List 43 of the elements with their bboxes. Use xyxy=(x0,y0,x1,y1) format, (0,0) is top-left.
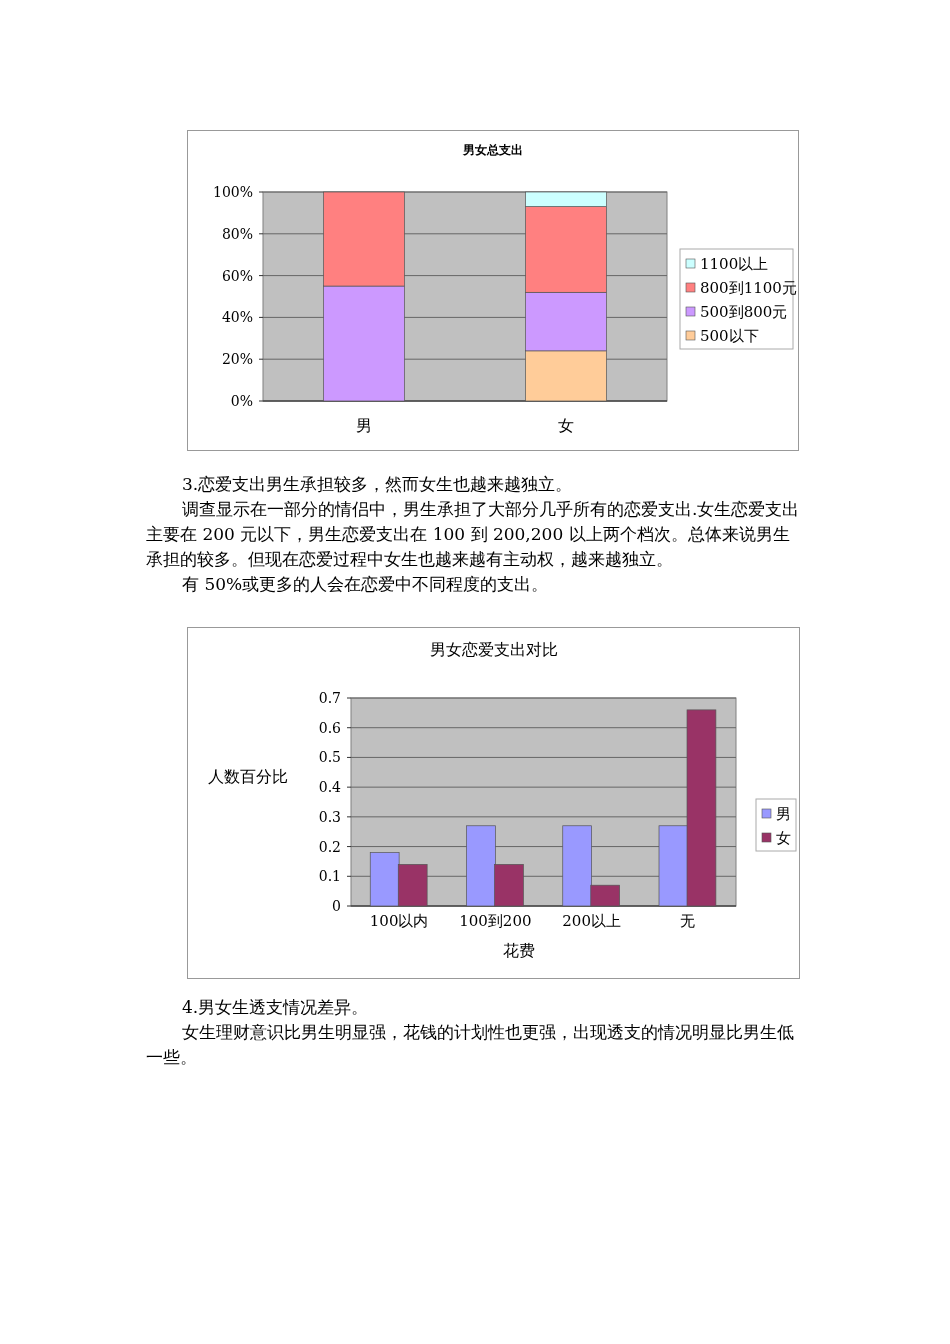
x-tick-label: 100以内 xyxy=(369,912,429,930)
legend-label: 1100以上 xyxy=(700,255,769,273)
y-tick-label: 0.5 xyxy=(318,749,341,766)
y-tick-label: 0% xyxy=(230,393,253,409)
text: 调查显示在一部分的情侣中，男生承担了大部分几乎所有的恋爱支出.女生恋爱支出主要在 200 元以下，男生恋爱支出在 100 到 200,200 以上两个档次。总体来说男生承担的较多。但现在恋爱过程中女生也越来越有主动权，越来越独立。 xyxy=(146,498,801,571)
y-tick-label: 0.4 xyxy=(318,779,342,796)
bar xyxy=(562,825,592,907)
bar xyxy=(590,884,620,907)
y-tick-label: 100% xyxy=(212,184,253,200)
y-tick-label: 40% xyxy=(221,309,253,326)
chart-title: 男女恋爱支出对比 xyxy=(429,640,558,659)
y-tick-label: 0.7 xyxy=(318,690,341,706)
text: 女生理财意识比男生明显强，花钱的计划性也更强，出现透支的情况明显比男生低一些。 xyxy=(146,1021,795,1069)
y-tick-label: 0.2 xyxy=(318,838,341,855)
text: 3.恋爱支出男生承担较多，然而女生也越来越独立。 xyxy=(181,473,574,496)
chart-title: 男女总支出 xyxy=(462,143,523,157)
legend-label: 800到1100元 xyxy=(700,279,797,297)
bar xyxy=(658,825,689,907)
bar xyxy=(494,864,524,907)
y-tick-label: 0.3 xyxy=(318,808,341,825)
bar xyxy=(323,191,405,287)
y-tick-label: 60% xyxy=(221,267,253,284)
legend-label: 女 xyxy=(776,829,791,847)
bar xyxy=(323,285,405,402)
legend-label: 500到800元 xyxy=(700,303,788,321)
y-tick-label: 20% xyxy=(221,351,253,368)
x-axis-title: 花费 xyxy=(502,941,535,960)
x-tick-label: 200以上 xyxy=(562,912,621,930)
y-tick-label: 0 xyxy=(332,898,341,914)
legend-label: 500以下 xyxy=(700,327,759,345)
x-tick-label: 无 xyxy=(680,912,696,930)
y-axis-title: 人数百分比 xyxy=(208,767,288,786)
y-tick-label: 0.1 xyxy=(318,868,341,885)
text: 4.男女生透支情况差异。 xyxy=(181,996,370,1019)
legend-label: 男 xyxy=(776,805,791,823)
x-tick-label: 100到200 xyxy=(459,912,532,930)
bar xyxy=(397,864,428,907)
bar xyxy=(369,852,400,907)
y-tick-label: 0.6 xyxy=(318,719,342,736)
y-tick-label: 80% xyxy=(221,225,253,242)
bar xyxy=(466,825,496,907)
bar xyxy=(686,709,717,907)
text: 有 50%或更多的人会在恋爱中不同程度的支出。 xyxy=(181,573,550,596)
